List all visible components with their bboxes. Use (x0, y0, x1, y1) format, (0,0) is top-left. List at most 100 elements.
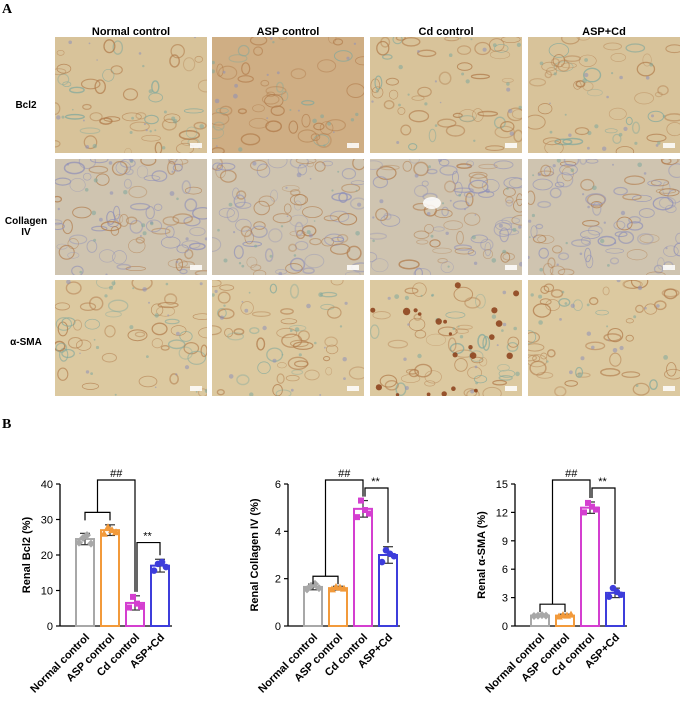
significance-star: ** (371, 476, 380, 488)
data-point (542, 611, 550, 620)
scale-bar (347, 386, 359, 391)
column-label-asp-control: ASP control (256, 26, 320, 38)
micrograph-2-2 (370, 280, 522, 396)
scale-bar (505, 386, 517, 391)
scale-bar (347, 265, 359, 270)
significance-hash: ## (110, 468, 123, 480)
micrograph-2-1 (212, 280, 364, 396)
y-tick-label: 0 (47, 621, 53, 633)
y-tick-label: 10 (41, 586, 53, 598)
y-tick-label: 12 (496, 507, 508, 519)
bar-3 (150, 564, 170, 627)
data-point (605, 593, 613, 600)
data-point (358, 497, 364, 504)
micrograph-0-2 (370, 37, 522, 153)
data-point (126, 604, 132, 611)
row-label-bcl2: Bcl2 (15, 100, 37, 111)
scale-bar (505, 143, 517, 148)
scale-bar (190, 265, 202, 270)
significance-star: ** (143, 531, 152, 543)
row-label-collagen-iv: Collagen IV (4, 216, 48, 238)
data-point (104, 523, 112, 531)
data-point (617, 591, 625, 599)
y-tick-label: 0 (275, 621, 281, 633)
data-point (589, 503, 595, 510)
data-point (112, 528, 120, 536)
bar-1 (100, 529, 120, 627)
micrograph-0-0 (55, 37, 207, 153)
bar-2 (580, 506, 600, 627)
bracket-star (136, 541, 161, 592)
data-point (390, 552, 398, 560)
y-tick-label: 4 (275, 526, 281, 538)
significance-hash: ## (338, 468, 351, 480)
data-point (328, 585, 336, 593)
bar-3 (378, 554, 398, 627)
data-point (567, 610, 575, 618)
data-point (100, 529, 108, 537)
micrograph-1-1 (212, 159, 364, 275)
data-point (130, 593, 136, 600)
y-tick-label: 2 (275, 574, 281, 586)
bracket-star (364, 487, 389, 543)
micrograph-1-3 (528, 159, 680, 275)
scale-bar (347, 143, 359, 148)
micrograph-0-3 (528, 37, 680, 153)
bracket-hash (324, 479, 364, 577)
data-point (538, 611, 546, 620)
data-point (138, 603, 144, 610)
y-tick-label: 6 (502, 564, 508, 576)
data-point (315, 584, 323, 593)
y-axis-label: Renal α-SMA (%) (476, 511, 488, 599)
column-label-normal-control: Normal control (91, 26, 171, 38)
alpha-sma-chart: 0 3 6 9 12 15 Renal α-SMA (%) Normal control ASP… (455, 440, 685, 716)
data-point (303, 585, 311, 594)
data-point (108, 526, 116, 534)
data-point (354, 514, 360, 521)
bracket-hash (551, 479, 591, 605)
bracket-controls (84, 511, 111, 521)
data-point (134, 600, 140, 607)
data-point (162, 563, 170, 571)
data-point (585, 499, 591, 506)
bar-0 (75, 538, 95, 627)
micrograph-2-3 (528, 280, 680, 396)
y-tick-label: 15 (496, 479, 508, 491)
y-tick-label: 20 (41, 550, 53, 562)
micrograph-0-1 (212, 37, 364, 153)
micrograph-1-0 (55, 159, 207, 275)
bracket-star (591, 487, 616, 585)
scale-bar (190, 143, 202, 148)
data-point (581, 509, 587, 516)
collagen-iv-chart: 0 2 4 6 Renal Collagen IV (%) Normal control A… (228, 440, 458, 716)
data-point (87, 539, 95, 548)
column-label-cd-control: Cd control (418, 26, 474, 38)
y-axis-label: Renal Bcl2 (%) (21, 516, 33, 593)
data-point (378, 558, 386, 566)
bracket-controls (539, 603, 566, 613)
column-label-asp-cd: ASP+Cd (582, 26, 626, 38)
y-tick-label: 0 (502, 621, 508, 633)
bcl2-chart: 0 10 20 30 40 Renal Bcl2 (%) Normal control ASP… (0, 440, 230, 716)
y-tick-label: 6 (275, 479, 281, 491)
bar-1 (328, 587, 348, 627)
y-tick-label: 3 (502, 593, 508, 605)
y-axis-label: Renal Collagen IV (%) (249, 498, 261, 611)
significance-star: ** (598, 476, 607, 488)
micrograph-1-2 (370, 159, 522, 275)
data-point (366, 510, 372, 517)
scale-bar (505, 265, 517, 270)
y-tick-label: 40 (41, 479, 53, 491)
scale-bar (190, 386, 202, 391)
significance-hash: ## (565, 468, 578, 480)
scale-bar (663, 386, 675, 391)
micrograph-2-0 (55, 280, 207, 396)
data-point (150, 567, 158, 574)
data-point (362, 507, 368, 514)
data-point (158, 558, 166, 566)
row-label-sma: α-SMA (10, 337, 42, 348)
panel-a-label: A (2, 2, 13, 17)
